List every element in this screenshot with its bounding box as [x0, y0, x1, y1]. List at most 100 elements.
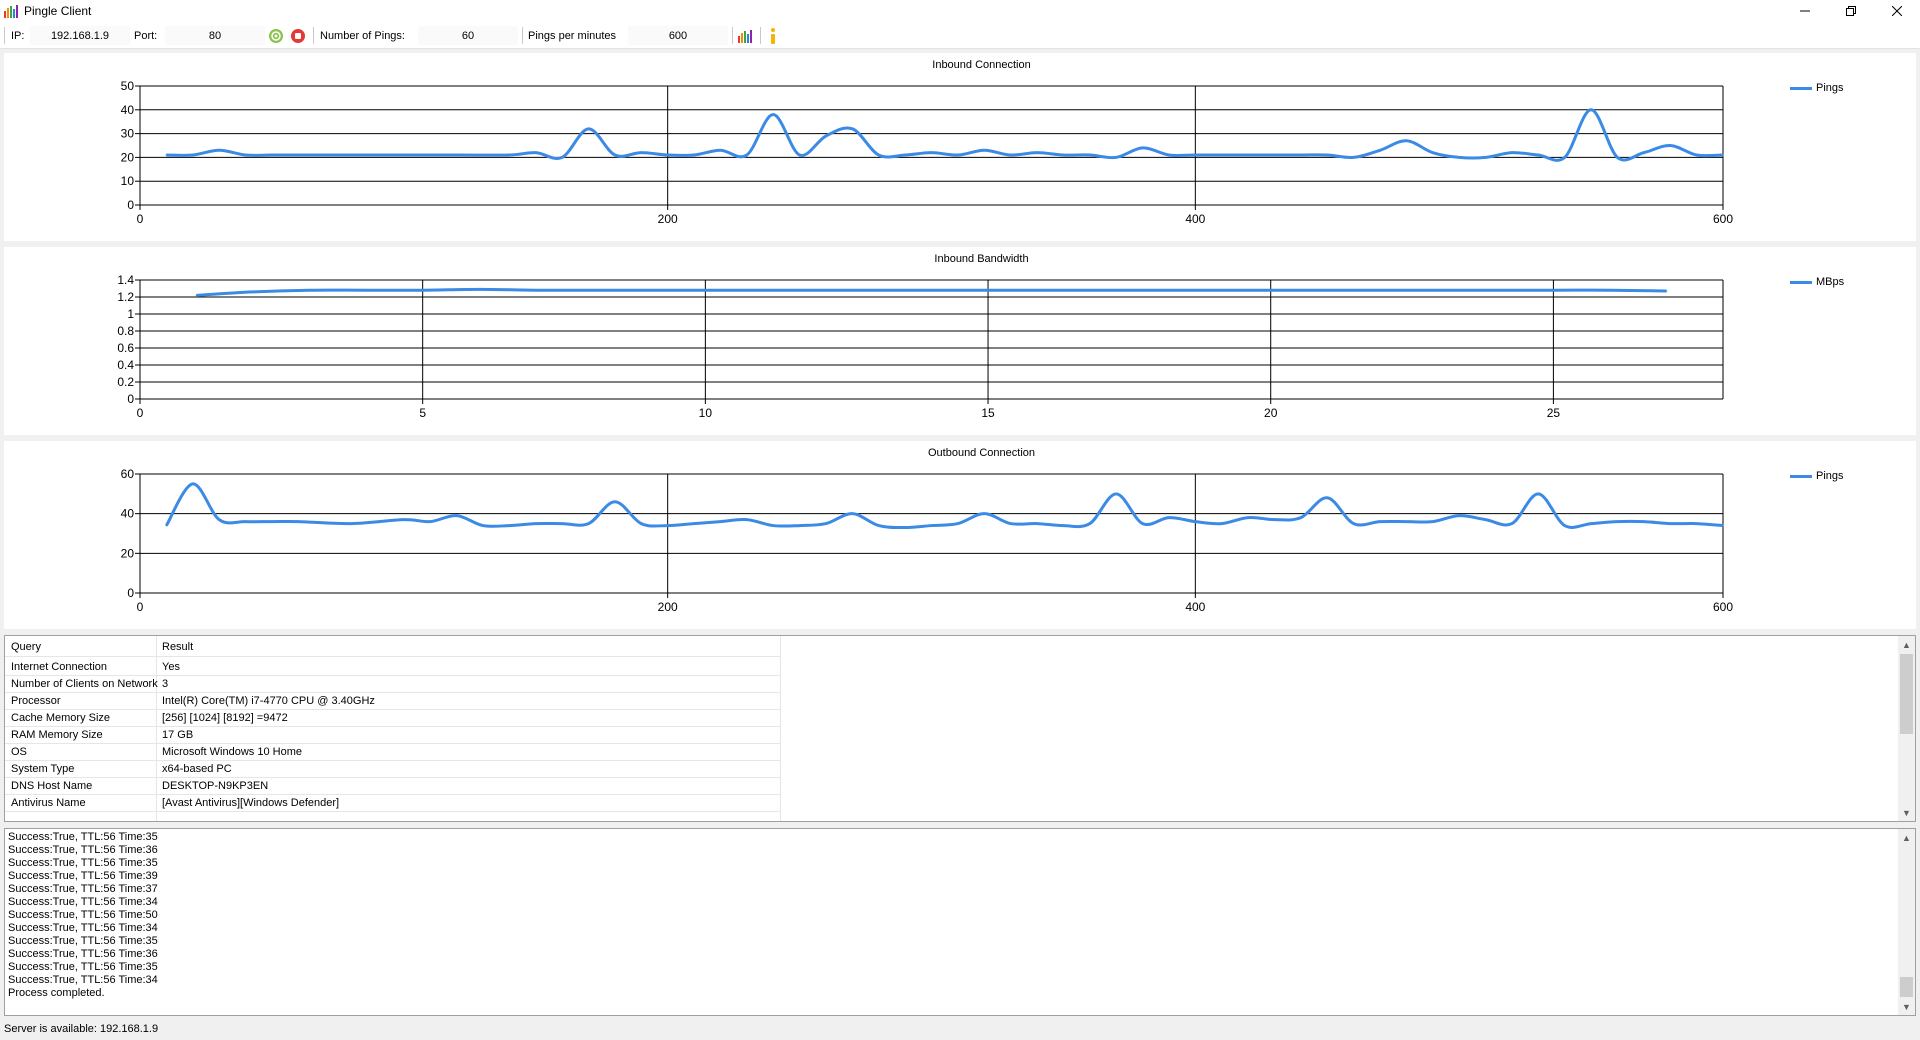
scroll-up-arrow[interactable]: ▲ [1902, 832, 1911, 843]
result-cell: [256] [1024] [8192] =9472 [162, 712, 288, 724]
port-input[interactable]: 80 [165, 26, 265, 45]
y-tick-label: 1.4 [117, 273, 134, 287]
y-tick-label: 30 [121, 127, 135, 141]
legend-label: MBps [1816, 276, 1845, 288]
data-point [798, 154, 801, 156]
x-tick-label: 600 [1713, 212, 1733, 226]
ip-input[interactable]: 192.168.1.9 [30, 26, 130, 45]
data-point [1537, 154, 1540, 156]
data-point [1537, 493, 1540, 495]
ping-log[interactable]: Success:True, TTL:56 Time:35 Success:True… [4, 828, 1916, 1016]
stop-button[interactable] [290, 22, 306, 49]
scroll-thumb[interactable] [1900, 654, 1913, 734]
result-cell: Microsoft Windows 10 Home [162, 746, 302, 758]
data-point [455, 154, 458, 156]
table-row[interactable]: System Type x64-based PC [5, 761, 780, 778]
table-row[interactable]: Number of Clients on Network 3 [5, 676, 780, 693]
data-point [482, 524, 484, 527]
data-point [403, 518, 405, 521]
scroll-down-arrow[interactable]: ▼ [1902, 1001, 1911, 1012]
data-point [1220, 154, 1223, 156]
close-button[interactable] [1874, 0, 1920, 22]
data-point [719, 149, 722, 152]
data-point [987, 289, 989, 291]
info-button[interactable] [768, 22, 778, 49]
query-cell: Processor [11, 695, 61, 707]
data-point [1609, 289, 1611, 291]
data-point [825, 135, 827, 137]
table-row[interactable]: Processor Intel(R) Core(TM) i7-4770 CPU @… [5, 693, 780, 710]
data-point [930, 524, 933, 527]
start-button[interactable] [268, 22, 284, 49]
data-point [666, 524, 669, 527]
ip-label: IP: [11, 29, 25, 42]
data-point [1458, 156, 1460, 159]
restore-button[interactable] [1828, 0, 1874, 22]
minimize-button[interactable] [1782, 0, 1828, 22]
data-point [561, 156, 563, 159]
pings-input[interactable]: 60 [418, 26, 518, 45]
scroll-thumb[interactable] [1900, 977, 1913, 997]
log-line: Success:True, TTL:56 Time:35 [8, 857, 158, 869]
table-row[interactable]: Antivirus Name [Avast Antivirus][Windows … [5, 795, 780, 812]
data-point [1484, 156, 1487, 159]
pings-label: Number of Pings: [320, 29, 405, 42]
chart-legend: Pings [1790, 82, 1844, 94]
data-point [1722, 524, 1724, 527]
table-row[interactable]: OS Microsoft Windows 10 Home [5, 744, 780, 761]
data-point [1458, 514, 1460, 517]
data-point [1141, 147, 1144, 149]
data-point [817, 289, 820, 291]
column-header-query[interactable]: Query [11, 641, 41, 653]
data-point [1352, 156, 1355, 159]
table-row[interactable]: Internet Connection Yes [5, 659, 780, 676]
toolbar-separator [313, 27, 314, 44]
data-point [1194, 520, 1197, 523]
data-point [1009, 154, 1012, 156]
column-header-result[interactable]: Result [162, 641, 194, 653]
table-row[interactable]: RAM Memory Size 17 GB [5, 727, 780, 744]
data-point [1141, 522, 1144, 525]
data-point [719, 520, 722, 523]
table-row[interactable]: Cache Memory Size [256] [1024] [8192] =94… [5, 710, 780, 727]
y-tick-label: 20 [121, 546, 135, 560]
data-point [1552, 289, 1555, 291]
minimize-icon [1800, 10, 1810, 12]
scroll-up-arrow[interactable]: ▲ [1902, 639, 1911, 650]
data-point [1382, 289, 1385, 291]
data-point [1379, 520, 1381, 523]
restore-icon [1846, 6, 1856, 16]
data-point [1616, 156, 1619, 159]
chart-title: Outbound Connection [928, 447, 1035, 459]
info-scrollbar[interactable]: ▲ ▼ [1898, 636, 1915, 821]
query-cell: OS [11, 746, 27, 758]
log-line: Success:True, TTL:56 Time:50 [8, 909, 158, 921]
series-line [165, 482, 1724, 530]
data-point [252, 291, 254, 293]
data-point [666, 154, 669, 156]
table-row[interactable]: DNS Host Name DESKTOP-N9KP3EN [5, 778, 780, 795]
scroll-down-arrow[interactable]: ▼ [1902, 807, 1911, 818]
data-point [851, 512, 854, 515]
y-tick-label: 0.6 [117, 341, 134, 355]
port-label: Port: [134, 29, 158, 42]
data-point [957, 522, 959, 525]
result-cell: 3 [162, 678, 169, 690]
data-point [1062, 154, 1065, 156]
data-point [614, 500, 616, 503]
system-info-table[interactable]: Query Result Internet Connection Yes Numbe… [4, 635, 1916, 822]
data-point [640, 151, 643, 154]
data-point [429, 520, 432, 523]
chart-button[interactable] [737, 22, 755, 49]
data-point [648, 289, 650, 291]
data-point [1036, 522, 1038, 525]
data-point [534, 289, 537, 291]
ppm-input[interactable]: 600 [628, 26, 728, 45]
x-tick-label: 0 [137, 406, 144, 420]
data-point [1496, 289, 1498, 291]
data-point [1247, 516, 1249, 519]
legend-swatch [1790, 280, 1812, 284]
x-tick-label: 400 [1185, 212, 1205, 226]
log-scrollbar[interactable]: ▲ ▼ [1898, 829, 1915, 1015]
